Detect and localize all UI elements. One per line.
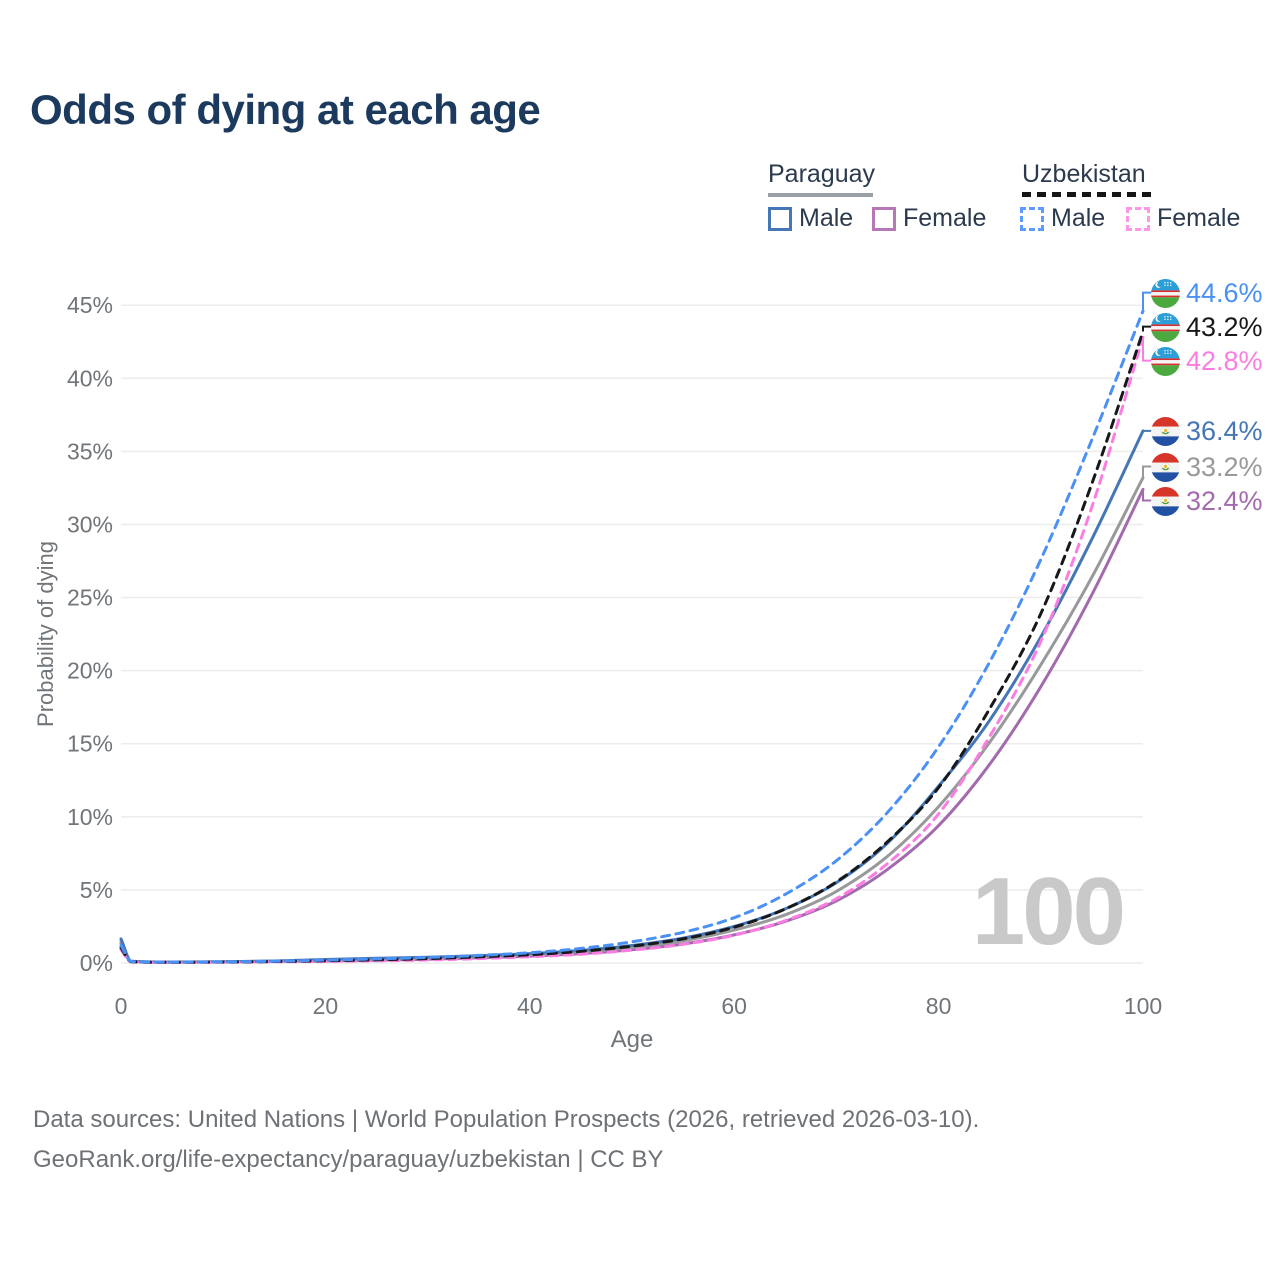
- legend-item-uzbekistan-female[interactable]: Female: [1126, 204, 1240, 233]
- end-label-connector: [1142, 291, 1152, 311]
- legend-country-paraguay: Paraguay: [768, 160, 876, 188]
- end-label-paraguay-female: 32.4%: [1151, 485, 1263, 517]
- legend-item-paraguay-female[interactable]: Female: [872, 204, 986, 233]
- x-tick-label: 0: [115, 993, 128, 1019]
- end-label-uzbekistan-female: 42.8%: [1151, 345, 1263, 377]
- x-tick-label: 100: [1124, 993, 1162, 1019]
- page-title: Odds of dying at each age: [30, 86, 541, 133]
- y-tick-label: 30%: [67, 511, 113, 537]
- y-tick-label: 40%: [67, 365, 113, 391]
- y-axis-title: Probability of dying: [33, 541, 58, 727]
- uzbekistan-flag-icon: [1151, 312, 1180, 342]
- data-source-footer: Data sources: United Nations | World Pop…: [33, 1100, 979, 1180]
- paraguay-flag-icon: [1151, 416, 1180, 446]
- x-tick-label: 40: [517, 993, 543, 1019]
- legend-item-paraguay-male[interactable]: Male: [768, 204, 853, 233]
- end-label-value: 44.6%: [1186, 277, 1263, 308]
- end-label-value: 33.2%: [1186, 451, 1263, 482]
- paraguay-flag-icon: [1151, 452, 1180, 482]
- end-label-connector: [1142, 465, 1152, 478]
- uzbekistan-flag-icon: [1151, 278, 1180, 308]
- end-label-paraguay-male: 36.4%: [1151, 415, 1263, 447]
- end-label-value: 32.4%: [1186, 485, 1263, 516]
- x-tick-label: 80: [926, 993, 952, 1019]
- y-tick-label: 0%: [80, 950, 113, 976]
- y-tick-label: 45%: [67, 292, 113, 318]
- x-tick-label: 60: [721, 993, 747, 1019]
- paraguay-male-swatch-icon: [768, 206, 792, 231]
- uzbekistan-male-swatch-icon: [1020, 206, 1044, 231]
- end-label-connector: [1142, 325, 1152, 332]
- legend-paraguay-line-swatch: [768, 193, 873, 197]
- age-watermark: 100: [971, 858, 1126, 965]
- legend-country-uzbekistan: Uzbekistan: [1022, 160, 1146, 188]
- x-axis-title: Age: [610, 1026, 654, 1053]
- footer-line-2: GeoRank.org/life-expectancy/paraguay/uzb…: [33, 1146, 664, 1173]
- legend-item-uzbekistan-male[interactable]: Male: [1020, 204, 1105, 233]
- paraguay-female-swatch-icon: [872, 206, 896, 231]
- series-line-uzbekistan-male[interactable]: [119, 309, 1145, 964]
- legend-label: Male: [1051, 204, 1106, 232]
- y-tick-label: 15%: [67, 731, 113, 757]
- end-label-paraguay-both: 33.2%: [1151, 451, 1263, 483]
- paraguay-flag-icon: [1151, 486, 1180, 516]
- end-label-value: 42.8%: [1186, 345, 1263, 376]
- x-tick-label: 20: [313, 993, 339, 1019]
- footer-line-1: Data sources: United Nations | World Pop…: [33, 1106, 980, 1133]
- y-tick-label: 35%: [67, 438, 113, 464]
- y-tick-label: 25%: [67, 585, 113, 611]
- legend-uzbekistan-line-swatch: [1022, 192, 1152, 197]
- end-label-value: 43.2%: [1186, 311, 1263, 342]
- legend-label: Female: [1157, 204, 1241, 232]
- y-tick-label: 5%: [80, 877, 113, 903]
- legend-label: Female: [903, 204, 987, 232]
- y-tick-label: 10%: [67, 804, 113, 830]
- uzbekistan-female-swatch-icon: [1126, 206, 1150, 231]
- end-label-value: 36.4%: [1186, 415, 1263, 446]
- uzbekistan-flag-icon: [1151, 346, 1180, 376]
- end-label-uzbekistan-male: 44.6%: [1151, 277, 1263, 309]
- end-label-connector: [1142, 337, 1152, 362]
- y-tick-label: 20%: [67, 658, 113, 684]
- end-label-uzbekistan-both: 43.2%: [1151, 311, 1263, 343]
- end-label-connector: [1142, 489, 1152, 502]
- legend-label: Male: [799, 204, 854, 232]
